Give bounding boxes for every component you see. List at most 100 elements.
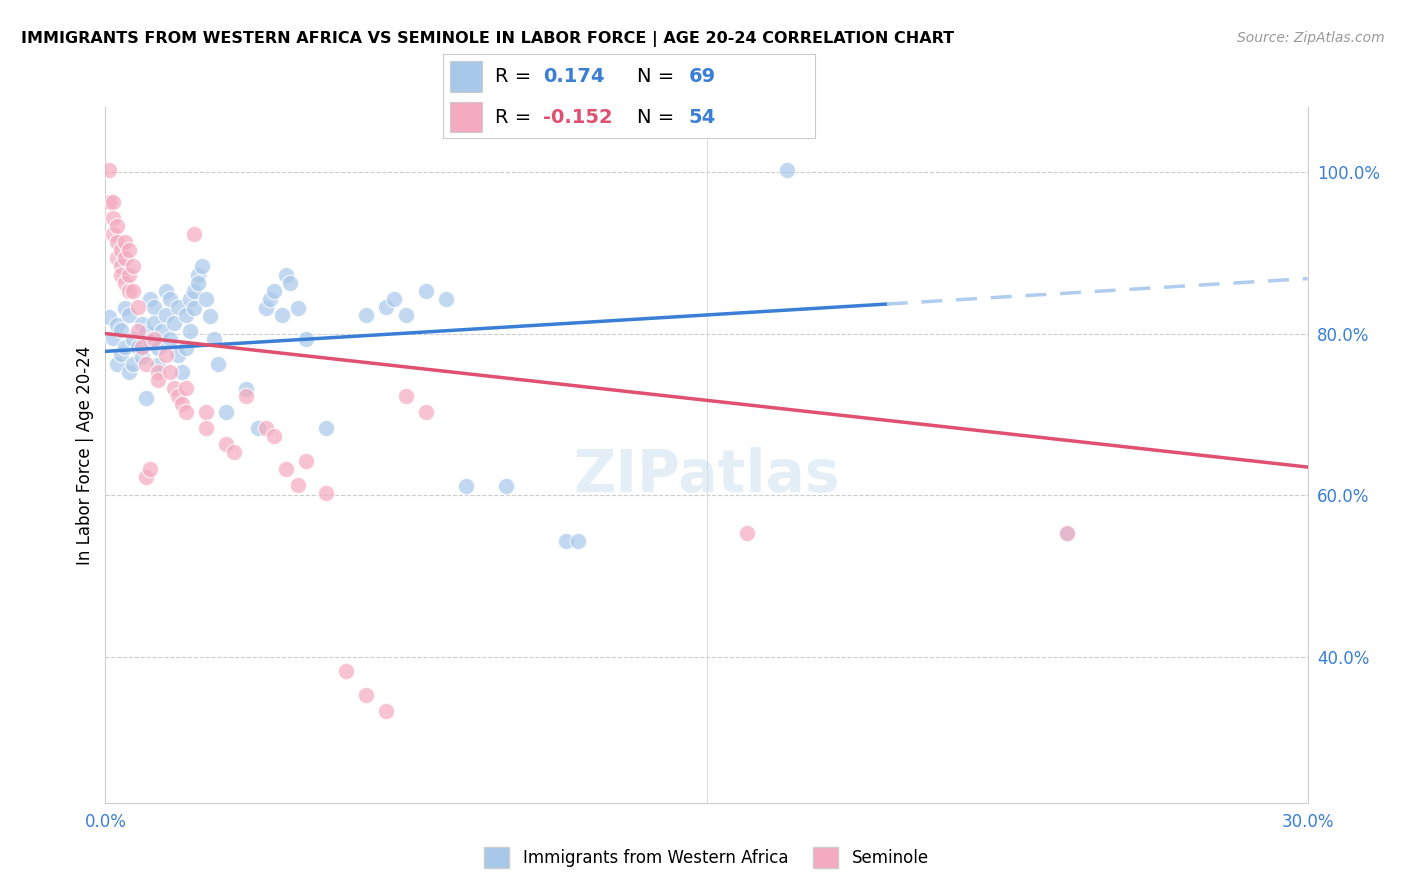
Point: [107, 219, 129, 233]
Text: Source: ZipAtlas.com: Source: ZipAtlas.com: [1237, 31, 1385, 45]
Point: [254, 301, 277, 315]
Text: R =: R =: [495, 108, 537, 127]
Point: [114, 301, 136, 315]
Point: [202, 332, 225, 346]
Point: [159, 332, 181, 346]
Point: [170, 365, 193, 379]
Point: [138, 333, 160, 347]
Point: [118, 284, 141, 298]
Point: [98, 194, 121, 209]
Point: [495, 478, 517, 492]
Point: [110, 322, 132, 336]
Point: [295, 332, 318, 346]
Point: [183, 285, 205, 299]
Point: [155, 308, 177, 322]
Point: [159, 292, 181, 306]
Point: [278, 276, 301, 290]
Point: [103, 194, 125, 209]
Point: [166, 348, 188, 362]
Point: [114, 276, 136, 290]
Point: [374, 705, 398, 719]
Text: R =: R =: [495, 67, 537, 86]
Point: [118, 365, 141, 379]
Point: [1056, 527, 1078, 541]
Legend: Immigrants from Western Africa, Seminole: Immigrants from Western Africa, Seminole: [478, 841, 935, 874]
Point: [131, 317, 153, 331]
Point: [214, 405, 236, 419]
Point: [183, 301, 205, 315]
Point: [555, 534, 578, 549]
Point: [118, 244, 141, 258]
Point: [415, 405, 437, 419]
Point: [146, 373, 169, 387]
Point: [335, 664, 357, 678]
Point: [382, 292, 405, 306]
Point: [142, 316, 165, 330]
Point: [146, 365, 169, 379]
Text: N =: N =: [637, 108, 681, 127]
Point: [138, 292, 160, 306]
Point: [107, 318, 129, 333]
Point: [155, 348, 177, 362]
Point: [179, 292, 201, 306]
Point: [315, 421, 337, 435]
Point: [174, 405, 197, 419]
Point: [235, 382, 257, 396]
Point: [162, 316, 184, 330]
Text: -0.152: -0.152: [544, 108, 613, 127]
Point: [235, 389, 257, 403]
Point: [114, 340, 136, 354]
Point: [98, 310, 121, 325]
Point: [135, 469, 157, 483]
Point: [110, 244, 132, 258]
Point: [166, 300, 188, 314]
Point: [142, 300, 165, 314]
Point: [127, 340, 149, 354]
Point: [295, 453, 318, 467]
Point: [270, 308, 292, 322]
Point: [110, 268, 132, 282]
Y-axis label: In Labor Force | Age 20-24: In Labor Force | Age 20-24: [76, 345, 94, 565]
Point: [315, 486, 337, 500]
Point: [374, 300, 398, 314]
Point: [98, 163, 121, 178]
Point: [131, 340, 153, 354]
Text: 0.174: 0.174: [544, 67, 605, 86]
Point: [122, 357, 145, 371]
Point: [107, 235, 129, 249]
Point: [207, 357, 229, 371]
Point: [170, 397, 193, 411]
Point: [150, 324, 173, 338]
Point: [259, 292, 281, 306]
Point: [395, 308, 418, 322]
Point: [110, 347, 132, 361]
Point: [263, 285, 285, 299]
Point: [110, 260, 132, 274]
Point: [127, 300, 149, 314]
Point: [107, 357, 129, 371]
Point: [274, 268, 297, 283]
Text: IMMIGRANTS FROM WESTERN AFRICA VS SEMINOLE IN LABOR FORCE | AGE 20-24 CORRELATIO: IMMIGRANTS FROM WESTERN AFRICA VS SEMINO…: [21, 31, 955, 47]
Point: [174, 381, 197, 395]
Point: [122, 260, 145, 274]
Point: [354, 308, 377, 322]
Point: [395, 389, 418, 403]
Point: [135, 325, 157, 339]
Point: [1056, 526, 1078, 541]
Point: [735, 526, 758, 541]
Point: [454, 478, 477, 492]
Point: [190, 260, 212, 274]
Point: [118, 268, 141, 282]
Point: [122, 284, 145, 298]
Point: [135, 392, 157, 406]
Point: [138, 461, 160, 475]
Point: [166, 389, 188, 403]
Text: 54: 54: [689, 108, 716, 127]
Point: [194, 405, 217, 419]
Point: [122, 332, 145, 346]
Text: ZIPatlas: ZIPatlas: [574, 447, 839, 504]
Point: [354, 688, 377, 702]
FancyBboxPatch shape: [450, 62, 482, 92]
Point: [415, 285, 437, 299]
Text: 69: 69: [689, 67, 716, 86]
